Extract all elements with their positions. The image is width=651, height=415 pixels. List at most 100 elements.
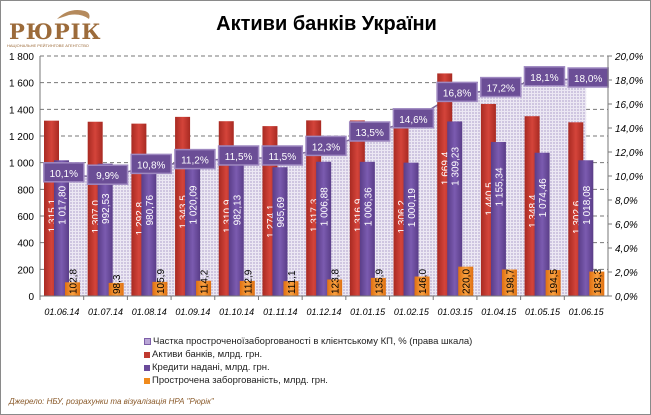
bar-loans bbox=[185, 159, 201, 296]
data-label: 1 074,46 bbox=[538, 178, 549, 217]
data-label: 1 315,1 bbox=[48, 199, 59, 233]
y2-tick-label: 8,0% bbox=[615, 196, 638, 207]
bar-loans bbox=[403, 162, 419, 296]
bar-overdue bbox=[589, 271, 605, 296]
y2-tick-label: 6,0% bbox=[615, 220, 638, 231]
data-label: 98,3 bbox=[112, 274, 123, 294]
bar-overdue bbox=[458, 266, 474, 296]
x-tick-label: 01.08.14 bbox=[132, 307, 167, 317]
bar-overdue bbox=[370, 277, 386, 296]
y-tick-label: 1 400 bbox=[9, 105, 34, 116]
y2-tick-label: 20,0% bbox=[614, 52, 643, 63]
bar-loans bbox=[272, 167, 288, 296]
data-label: 146,0 bbox=[418, 269, 429, 294]
logo-subtitle: НАЦІОНАЛЬНЕ РЕЙТИНГОВЕ АГЕНТСТВО bbox=[7, 43, 89, 48]
share-label-box bbox=[261, 145, 304, 166]
share-label-box bbox=[130, 153, 172, 175]
x-tick-label: 01.02.15 bbox=[394, 307, 430, 317]
data-label: 1 669,4 bbox=[441, 151, 452, 185]
data-label: 965,69 bbox=[276, 197, 287, 228]
bar-overdue bbox=[108, 282, 124, 296]
bar-loans bbox=[578, 160, 594, 296]
bar-overdue bbox=[283, 281, 299, 296]
x-tick-label: 01.06.14 bbox=[44, 307, 79, 317]
data-label: 1 018,08 bbox=[582, 185, 593, 224]
share-label: 12,3% bbox=[312, 142, 340, 153]
data-label: 1 343,5 bbox=[179, 195, 190, 229]
legend-item-assets: Активи банків, млрд. грн. bbox=[144, 348, 472, 361]
y-tick-label: 400 bbox=[17, 239, 34, 250]
bar-overdue bbox=[501, 269, 517, 296]
share-label: 16,8% bbox=[443, 88, 471, 99]
data-label: 1 000,19 bbox=[407, 188, 418, 227]
logo: РЮРІК НАЦІОНАЛЬНЕ РЕЙТИНГОВЕ АГЕНТСТВО bbox=[7, 7, 101, 49]
x-tick-label: 01.09.14 bbox=[175, 307, 210, 317]
share-label-box bbox=[217, 145, 260, 166]
share-label: 10,1% bbox=[50, 169, 78, 180]
data-label: 982,13 bbox=[232, 194, 243, 225]
legend-label: Частка простроченоїзаборгованості в кліє… bbox=[153, 336, 473, 347]
share-label-box bbox=[392, 108, 435, 129]
data-label: 1 006,88 bbox=[320, 187, 331, 226]
source-note: Джерело: НБУ, розрахунки та візуалізація… bbox=[9, 397, 214, 406]
data-label: 1 306,2 bbox=[397, 200, 408, 234]
y-tick-label: 1 200 bbox=[9, 132, 34, 143]
share-label: 18,0% bbox=[574, 74, 602, 85]
data-label: 112,9 bbox=[243, 269, 254, 294]
data-label: 1 316,9 bbox=[353, 198, 364, 232]
y2-tick-label: 14,0% bbox=[615, 124, 643, 135]
data-label: 1 307,0 bbox=[91, 200, 102, 234]
share-label-box bbox=[43, 162, 85, 183]
logo-word: РЮРІК bbox=[9, 19, 102, 44]
bar-overdue bbox=[65, 282, 80, 296]
eagle-icon bbox=[57, 10, 90, 19]
y-tick-label: 1 800 bbox=[9, 52, 34, 63]
data-label: 1 310,9 bbox=[222, 199, 233, 233]
x-tick-label: 01.05.15 bbox=[525, 307, 561, 317]
legend: Частка простроченоїзаборгованості в кліє… bbox=[144, 335, 472, 387]
legend-swatch bbox=[144, 338, 151, 345]
y-tick-label: 200 bbox=[17, 265, 34, 276]
data-label: 194,5 bbox=[549, 269, 560, 294]
data-label: 1 440,5 bbox=[484, 182, 495, 216]
legend-swatch bbox=[144, 351, 150, 358]
data-label: 1 006,36 bbox=[363, 187, 374, 226]
data-label: 220,0 bbox=[462, 269, 473, 294]
data-label: 105,9 bbox=[156, 269, 167, 294]
data-label: 1 317,3 bbox=[310, 198, 321, 232]
x-tick-label: 01.11.14 bbox=[263, 307, 297, 317]
y2-tick-label: 16,0% bbox=[615, 100, 643, 111]
share-label: 17,2% bbox=[487, 84, 515, 95]
share-label-box bbox=[348, 121, 391, 142]
bar-overdue bbox=[196, 280, 212, 296]
bar-loans bbox=[359, 161, 375, 296]
data-label: 1 309,23 bbox=[451, 147, 462, 186]
x-tick-label: 01.12.14 bbox=[306, 307, 341, 317]
bar-loans bbox=[141, 165, 157, 296]
y-tick-label: 1 600 bbox=[9, 79, 34, 90]
data-label: 980,76 bbox=[145, 195, 156, 226]
data-label: 1 292,8 bbox=[135, 202, 146, 236]
data-label: 1 155,34 bbox=[494, 167, 505, 206]
data-label: 1 274,1 bbox=[266, 204, 277, 238]
data-label: 102,8 bbox=[69, 269, 80, 294]
share-label: 9,9% bbox=[96, 171, 119, 182]
x-tick-label: 01.03.15 bbox=[438, 307, 474, 317]
share-label: 18,1% bbox=[530, 73, 558, 84]
data-label: 183,3 bbox=[593, 269, 604, 294]
y-tick-label: 800 bbox=[17, 185, 34, 196]
data-label: 1 017,80 bbox=[58, 185, 69, 224]
data-label: 1 020,09 bbox=[189, 185, 200, 224]
legend-label: Прострочена заборгованість, млрд. грн. bbox=[152, 375, 328, 386]
share-label-box bbox=[523, 66, 566, 87]
x-tick-label: 01.04.15 bbox=[481, 307, 517, 317]
data-label: 123,8 bbox=[331, 269, 342, 294]
legend-item-share: Частка простроченоїзаборгованості в кліє… bbox=[144, 335, 472, 348]
legend-label: Активи банків, млрд. грн. bbox=[152, 349, 263, 360]
bar-loans bbox=[54, 160, 69, 296]
bar-loans bbox=[447, 121, 463, 296]
chart-plot: 0 200 400 600 800 1 000 1 200 1 400 1 600 1 800 0,… bbox=[9, 52, 643, 317]
bar-loans bbox=[228, 165, 244, 296]
data-label: 111,1 bbox=[287, 270, 298, 294]
data-label: 992,53 bbox=[101, 193, 112, 224]
